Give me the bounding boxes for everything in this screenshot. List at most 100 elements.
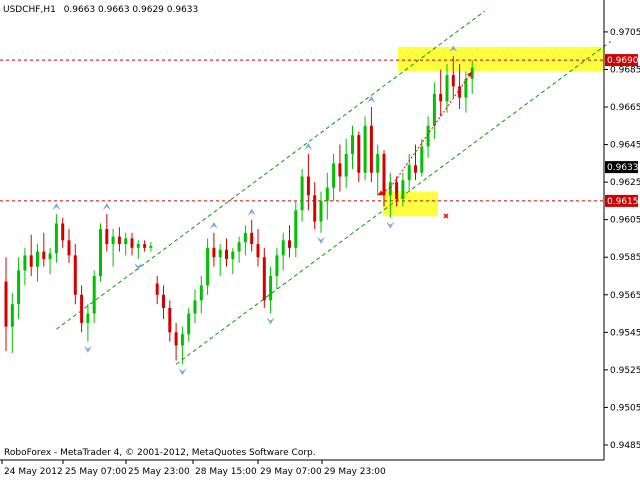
- candle-body: [401, 180, 405, 200]
- candle-body: [237, 242, 241, 252]
- candle-body: [23, 255, 27, 271]
- candle-body: [313, 195, 317, 222]
- candle-body: [275, 255, 279, 276]
- candle-body: [231, 251, 235, 260]
- candle-body: [451, 75, 455, 87]
- candle-body: [10, 304, 14, 327]
- time-tick-label: 29 May 07:00: [260, 467, 322, 477]
- price-tick-label: 0.9565: [610, 291, 640, 301]
- fractal-down-arrow-icon: [83, 345, 92, 353]
- fractal-up-arrow-icon: [449, 45, 458, 53]
- candle-body: [376, 153, 380, 173]
- candle-body: [281, 240, 285, 256]
- ohlc-values: 0.9663 0.9663 0.9629 0.9633: [64, 5, 199, 15]
- candle-body: [439, 93, 443, 102]
- candle-body: [86, 313, 90, 323]
- time-tick-label: 25 May 07:00: [65, 467, 127, 477]
- candle-body: [199, 285, 203, 301]
- candle-body: [269, 276, 273, 301]
- lower-level-tag: 0.9615: [607, 197, 639, 207]
- candle-body: [395, 182, 399, 200]
- price-tick-label: 0.9545: [610, 328, 640, 338]
- candle-body: [99, 229, 102, 276]
- candle-body: [414, 165, 417, 173]
- fractal-up-arrow-icon: [102, 203, 111, 211]
- candle-body: [187, 313, 191, 335]
- candle-body: [124, 238, 128, 245]
- price-tick-label: 0.9525: [610, 366, 640, 376]
- price-tick-label: 0.9585: [610, 253, 640, 263]
- price-axis[interactable]: 0.9705 0.9685 0.9665 0.9645 0.9625 0.9605 0.95…: [604, 28, 640, 451]
- candle-body: [464, 78, 468, 98]
- candle-body: [17, 270, 21, 305]
- candle-body: [212, 247, 216, 258]
- fractal-up-arrow-icon: [52, 203, 61, 211]
- candles: [4, 56, 474, 365]
- fractal-down-arrow-icon: [386, 221, 395, 229]
- candle-body: [382, 153, 386, 196]
- fractal-up-arrow-icon: [304, 142, 313, 150]
- price-tick-label: 0.9645: [610, 141, 640, 151]
- candle-body: [174, 332, 178, 346]
- candle-body: [180, 334, 184, 346]
- candle-body: [117, 236, 121, 245]
- candle-body: [363, 125, 367, 173]
- price-tick-label: 0.9605: [610, 216, 640, 226]
- candle-body: [426, 125, 430, 147]
- candle-body: [225, 249, 228, 260]
- candle-body: [61, 223, 65, 241]
- candle-body: [92, 276, 96, 314]
- candle-body: [445, 75, 449, 102]
- candle-body: [48, 253, 52, 260]
- fractal-down-arrow-icon: [266, 317, 275, 325]
- time-axis[interactable]: 24 May 2012 25 May 07:00 25 May 23:00 28 Ma…: [1, 460, 386, 477]
- candle-body: [42, 251, 46, 260]
- candle-body: [149, 245, 153, 248]
- time-tick-label: 29 May 23:00: [324, 467, 386, 477]
- candle-body: [420, 146, 424, 173]
- candle-body: [73, 255, 77, 295]
- lower-channel-line: [175, 40, 612, 365]
- candle-body: [105, 229, 109, 245]
- candle-body: [67, 240, 71, 256]
- price-tags: 0.9690 0.9633 0.9615: [605, 54, 639, 207]
- price-tick-label: 0.9485: [610, 441, 640, 451]
- fractal-down-arrow-icon: [317, 236, 325, 244]
- time-tick-label: 24 May 2012: [4, 467, 63, 477]
- candle-body: [407, 165, 411, 181]
- candle-body: [357, 135, 361, 173]
- price-tick-label: 0.9705: [610, 28, 640, 38]
- candle-body: [294, 210, 298, 248]
- candle-body: [458, 86, 462, 98]
- candle-body: [288, 240, 291, 248]
- candle-body: [143, 244, 147, 248]
- candle-body: [29, 255, 33, 267]
- candle-body: [262, 257, 266, 301]
- price-tick-label: 0.9685: [610, 65, 640, 75]
- fractal-up-arrow-icon: [247, 208, 256, 216]
- candle-body: [54, 223, 58, 254]
- fractal-down-arrow-icon: [178, 368, 187, 376]
- candle-body: [325, 187, 329, 201]
- candle-body: [250, 232, 254, 245]
- forecast-arrowhead-icon: [466, 71, 473, 78]
- fractal-arrows: [52, 45, 458, 376]
- candle-body: [351, 135, 354, 154]
- candle-body: [111, 236, 115, 245]
- candle-body: [243, 232, 247, 243]
- candle-body: [206, 247, 210, 286]
- candle-body: [162, 294, 165, 308]
- forecast-arrowhead-icon: [377, 190, 384, 196]
- candle-body: [155, 283, 159, 295]
- fractal-up-arrow-icon: [367, 96, 376, 104]
- candle-body: [193, 300, 197, 314]
- upper-level-tag: 0.9690: [607, 56, 639, 66]
- fractal-up-arrow-icon: [209, 221, 218, 229]
- current-price-tag: 0.9633: [607, 163, 639, 173]
- candle-body: [130, 238, 134, 248]
- time-tick-label: 28 May 15:00: [195, 467, 257, 477]
- chart-header: USDCHF,H1 0.9663 0.9663 0.9629 0.9633: [3, 5, 198, 15]
- stop-cross-icon: [443, 213, 449, 219]
